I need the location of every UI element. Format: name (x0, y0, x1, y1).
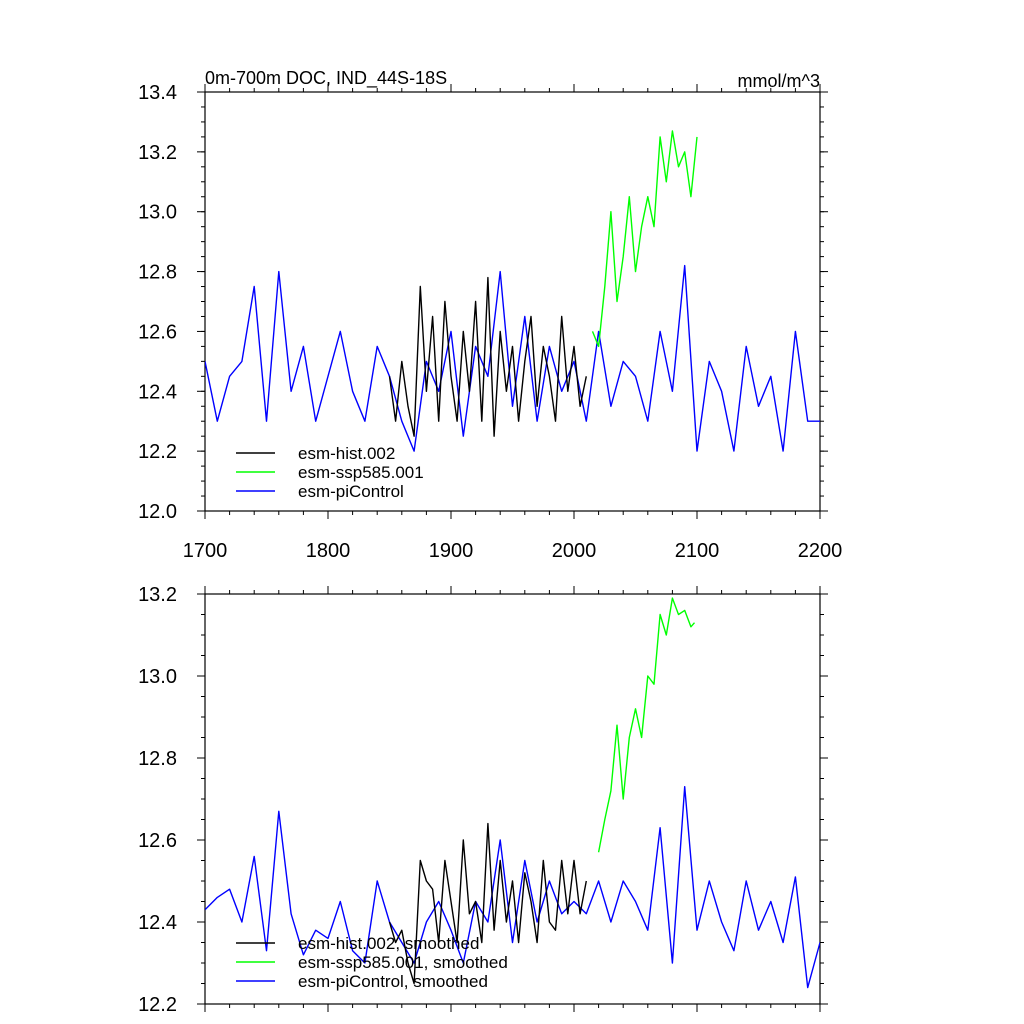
x-tick-label: 2100 (675, 540, 720, 562)
legend-label: esm-piControl, smoothed (298, 972, 488, 991)
x-tick-label: 1800 (306, 540, 351, 562)
legend-label: esm-ssp585.001 (298, 463, 424, 482)
series-line-1 (597, 597, 696, 853)
y-tick-label: 13.4 (138, 82, 177, 104)
chart-title: 0m-700m DOC, IND_44S-18S (205, 68, 447, 89)
y-tick-label: 13.0 (138, 666, 177, 688)
y-tick-label: 12.6 (138, 321, 177, 343)
x-tick-label: 1900 (429, 540, 474, 562)
y-tick-label: 12.6 (138, 830, 177, 852)
legend-label: esm-ssp585.001, smoothed (298, 953, 508, 972)
series-line-2 (205, 786, 820, 989)
y-tick-label: 13.2 (138, 142, 177, 164)
legend-label: esm-hist.002, smoothed (298, 934, 479, 953)
series-line-1 (591, 130, 698, 348)
y-tick-label: 12.0 (138, 501, 177, 523)
y-tick-label: 13.2 (138, 584, 177, 606)
bottom-panel: 12.2 12.4 12.6 12.8 13.0 13.2 esm-hist.002, sm… (138, 584, 828, 1016)
y-tick-label: 12.8 (138, 262, 177, 284)
y-tick-label: 12.4 (138, 381, 177, 403)
y-tick-label: 13.0 (138, 202, 177, 224)
series-line-0 (388, 822, 587, 985)
legend-label: esm-piControl (298, 482, 404, 501)
series-line-0 (388, 276, 587, 437)
x-tick-label: 2000 (552, 540, 597, 562)
y-tick-label: 12.2 (138, 994, 177, 1016)
x-tick-label: 1700 (183, 540, 228, 562)
units-label: mmol/m^3 (738, 71, 820, 91)
top-panel: 0m-700m DOC, IND_44S-18S mmol/m^3 1700 18… (138, 68, 842, 562)
series-line-2 (205, 264, 820, 452)
y-tick-label: 12.2 (138, 441, 177, 463)
y-tick-label: 12.4 (138, 912, 177, 934)
legend-label: esm-hist.002 (298, 444, 395, 463)
y-tick-label: 12.8 (138, 748, 177, 770)
x-tick-label: 2200 (798, 540, 843, 562)
